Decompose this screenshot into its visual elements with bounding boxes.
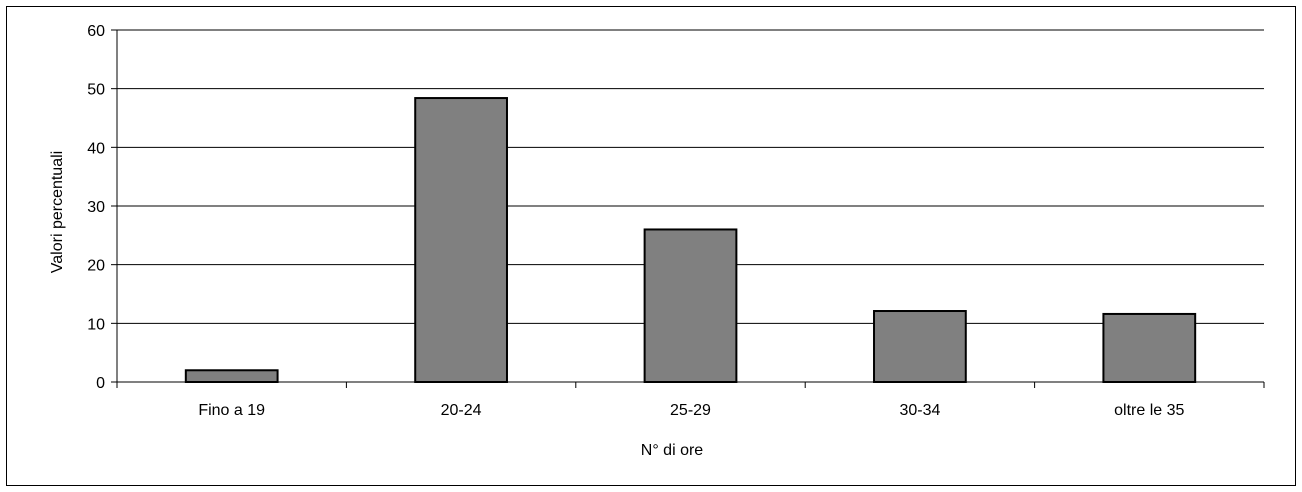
x-axis-title: N° di ore <box>641 442 704 459</box>
y-tick-label: 20 <box>87 258 105 275</box>
y-axis-title: Valori percentuali <box>49 151 66 273</box>
bar <box>414 97 508 383</box>
x-tick-label: 30-34 <box>899 402 940 419</box>
y-tick-label: 30 <box>87 199 105 216</box>
x-tick-label: oltre le 35 <box>1114 402 1184 419</box>
chart-frame: 0 10 20 30 40 50 60 Fino a 19 20-24 25-29 30-34 ol… <box>6 6 1296 486</box>
axes <box>111 29 1265 388</box>
x-tick-labels: Fino a 19 20-24 25-29 30-34 oltre le 35 <box>198 402 1184 419</box>
y-tick-labels: 0 10 20 30 40 50 60 <box>87 23 105 392</box>
bar <box>184 369 279 383</box>
y-tick-label: 0 <box>96 375 105 392</box>
y-tick-label: 60 <box>87 23 105 40</box>
y-tick-label: 40 <box>87 140 105 157</box>
bar-chart: 0 10 20 30 40 50 60 Fino a 19 20-24 25-29 30-34 ol… <box>49 23 1265 459</box>
gridlines <box>117 29 1264 324</box>
bar <box>873 310 967 383</box>
y-tick-label: 50 <box>87 82 105 99</box>
x-tick-label: 20-24 <box>441 402 482 419</box>
y-tick-label: 10 <box>87 316 105 333</box>
x-tick-label: 25-29 <box>670 402 711 419</box>
x-tick-label: Fino a 19 <box>198 402 265 419</box>
bars <box>184 97 1197 383</box>
bar <box>1102 312 1197 383</box>
bar <box>643 228 738 383</box>
